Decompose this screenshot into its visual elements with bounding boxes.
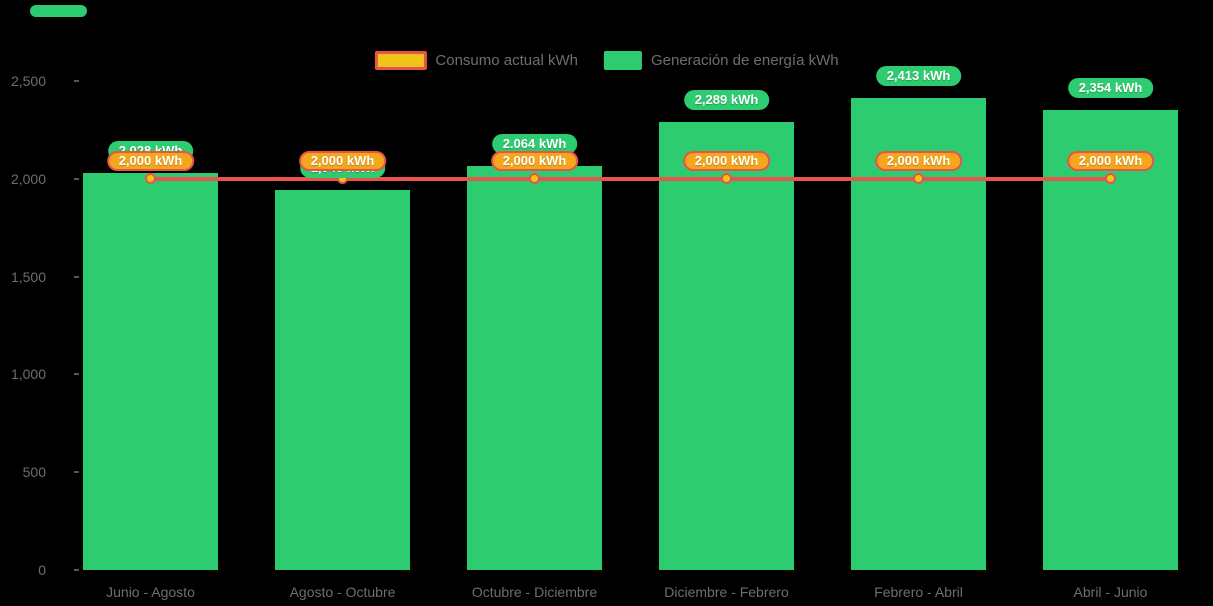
generation-swatch-icon [603, 51, 642, 70]
y-axis-tick-mark [74, 569, 79, 571]
x-axis-label: Octubre - Diciembre [471, 584, 598, 600]
y-axis-tick-mark [74, 177, 79, 180]
x-axis-label: Abril - Junio [1073, 584, 1148, 600]
consumption-value-label: 2,000 kWh [106, 150, 195, 171]
legend-item-consumption[interactable]: Consumo actual kWh [374, 51, 578, 70]
y-axis-tick-mark [74, 373, 79, 376]
consumption-value-label: 2,000 kWh [490, 150, 579, 171]
consumption-point[interactable] [1105, 173, 1116, 185]
y-axis-tick-label: 2,000 [10, 170, 46, 187]
consumption-point[interactable] [529, 173, 540, 185]
clipped-label-fragment [30, 5, 87, 17]
y-axis-tick-label: 1,500 [10, 268, 46, 285]
y-axis-tick-mark [74, 275, 79, 278]
generation-value-label: 2.064 kWh [491, 134, 578, 155]
consumption-value-label: 2,000 kWh [874, 150, 963, 171]
generation-bar[interactable] [659, 122, 794, 570]
consumption-value-label: 2,000 kWh [298, 150, 387, 171]
y-axis-tick-label: 1,000 [10, 366, 46, 383]
generation-value-label: 2,289 kWh [683, 90, 770, 111]
legend: Consumo actual kWh Generación de energía… [374, 51, 839, 70]
y-axis-tick-label: 2,500 [10, 73, 46, 89]
consumption-point[interactable] [145, 173, 156, 185]
legend-label-consumption: Consumo actual kWh [435, 52, 578, 69]
consumption-point[interactable] [913, 173, 924, 185]
generation-bar[interactable] [275, 189, 410, 570]
consumption-value-label: 2,000 kWh [1066, 150, 1155, 171]
x-axis-label: Agosto - Octubre [289, 584, 396, 600]
legend-item-generation[interactable]: Generación de energía kWh [603, 51, 839, 70]
y-axis-tick-label: 0 [38, 562, 46, 578]
generation-value-label: 2,413 kWh [875, 66, 962, 87]
consumption-value-label: 2,000 kWh [682, 150, 771, 171]
legend-label-generation: Generación de energía kWh [650, 52, 839, 69]
y-axis-tick-label: 500 [22, 464, 46, 481]
generation-bar[interactable] [1043, 109, 1178, 570]
x-axis-label: Diciembre - Febrero [664, 584, 789, 600]
y-axis-tick-mark [74, 80, 79, 82]
consumption-swatch-icon [374, 51, 427, 70]
x-axis-label: Junio - Agosto [106, 584, 195, 600]
generation-value-label: 2,354 kWh [1067, 77, 1154, 98]
generation-bar[interactable] [83, 173, 218, 570]
x-axis-label: Febrero - Abril [874, 584, 963, 600]
generation-bar[interactable] [467, 166, 602, 570]
consumption-line [150, 176, 1111, 181]
consumption-point[interactable] [721, 173, 732, 185]
y-axis-tick-mark [74, 471, 79, 474]
